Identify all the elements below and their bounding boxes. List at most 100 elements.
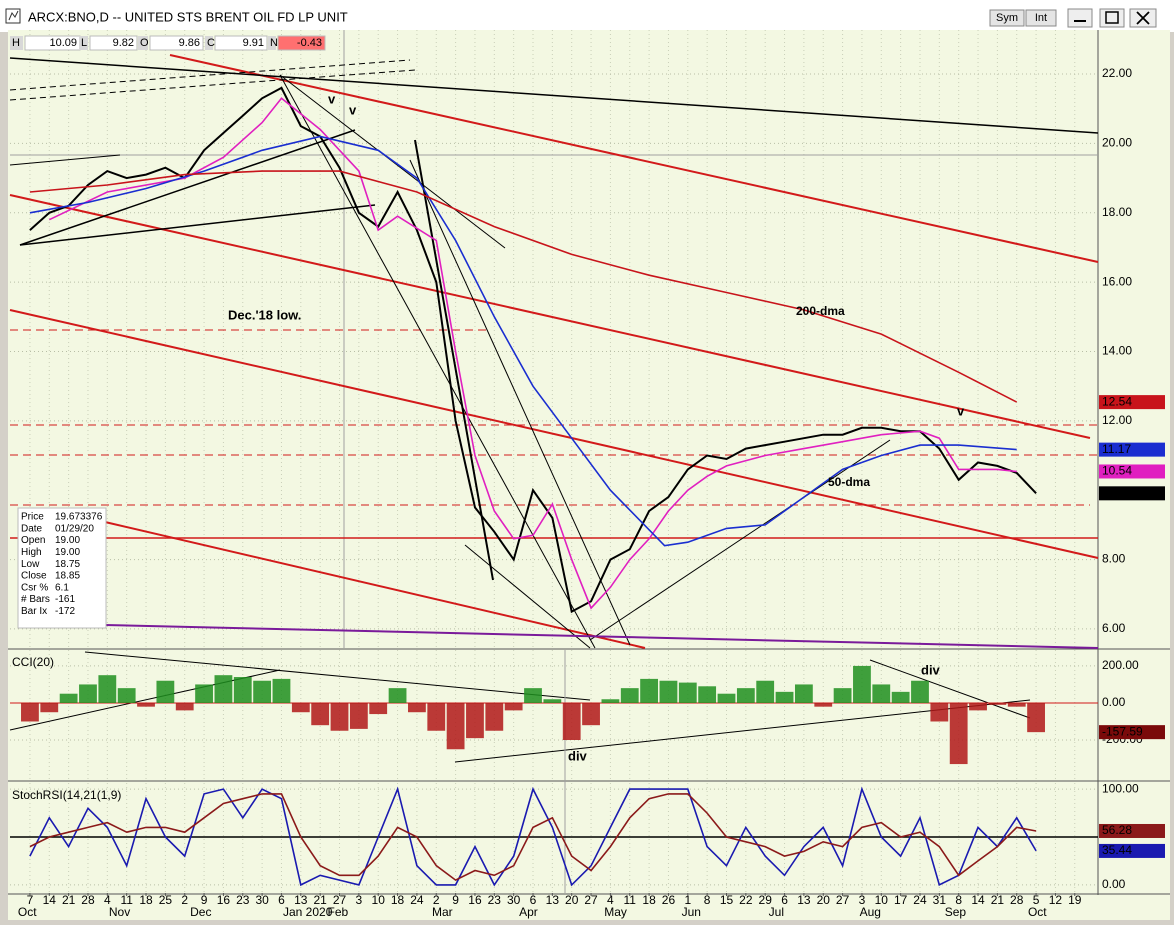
x-tick-label: 23 (236, 893, 250, 907)
trend-line (414, 139, 494, 581)
annotation: div (568, 748, 588, 763)
x-tick-label: 4 (104, 893, 111, 907)
bar (891, 691, 910, 703)
y-tick-label: 16.00 (1102, 274, 1132, 288)
x-tick-label: 20 (565, 893, 579, 907)
maximize-glyph (1105, 11, 1119, 24)
quote-label: L (81, 37, 87, 49)
quote-label-box (79, 36, 88, 50)
last-value-tag (1099, 464, 1165, 479)
trend-line (464, 544, 591, 649)
data-window-value: 6.1 (55, 582, 69, 593)
last-value-tag (1099, 486, 1165, 501)
int-button-label[interactable]: Int (1035, 12, 1047, 24)
x-tick-label: 18 (139, 893, 153, 907)
bar (640, 678, 659, 703)
bar (717, 693, 736, 703)
month-label: Apr (519, 905, 538, 919)
last-value-label: -157.59 (1102, 724, 1143, 738)
quote-label-box (10, 36, 23, 50)
month-label: May (604, 905, 627, 919)
data-window-label: High (21, 547, 42, 558)
x-tick-label: 9 (452, 893, 459, 907)
quote-label: H (12, 37, 20, 49)
series-line (29, 793, 1037, 882)
bar (698, 686, 717, 703)
x-tick-label: 21 (62, 893, 76, 907)
x-tick-label: 17 (894, 893, 908, 907)
annotation: v (349, 102, 357, 117)
bar (408, 702, 426, 713)
int-button[interactable] (1025, 9, 1057, 27)
bar (311, 702, 330, 726)
bar (833, 688, 852, 703)
sym-button-label[interactable]: Sym (996, 12, 1018, 24)
data-window-value: 18.75 (55, 559, 80, 570)
series-line (29, 786, 1037, 887)
bar (814, 702, 833, 707)
trend-line (19, 204, 376, 246)
bar (582, 702, 600, 726)
bar (272, 678, 291, 703)
x-tick-label: 1 (684, 893, 691, 907)
x-tick-label: 13 (294, 893, 308, 907)
trend-line (104, 521, 646, 649)
bar (349, 702, 368, 729)
quote-label-box (138, 36, 148, 50)
x-tick-label: 28 (81, 893, 95, 907)
last-value-label: 10.54 (1102, 464, 1132, 478)
cci-trend-line (84, 651, 591, 701)
y-tick-label: 200.00 (1102, 658, 1139, 672)
series-line (48, 97, 1017, 610)
bar (949, 702, 968, 765)
y-tick-label: 12.00 (1102, 413, 1132, 427)
last-value-tag (1099, 843, 1165, 858)
trend-line (409, 159, 631, 646)
x-tick-label: 11 (120, 893, 133, 907)
last-value-label: 11.17 (1102, 442, 1131, 456)
x-tick-label: 19 (1068, 893, 1082, 907)
label-layer: 7 14 21 28 4 11 18 25 2 9 16 23 30 6 13 21 27 3 10 18 24 2 9 16… (12, 66, 1165, 919)
x-tick-label: 18 (642, 893, 656, 907)
series-line (29, 86, 1037, 614)
bar (40, 702, 59, 713)
bar (659, 680, 678, 703)
bar (775, 691, 794, 703)
quote-value: -0.43 (297, 37, 322, 49)
bar (969, 702, 987, 711)
sym-button[interactable] (989, 9, 1025, 27)
x-tick-label: 14 (43, 893, 57, 907)
data-window-value: 01/29/20 (55, 523, 94, 534)
x-tick-label: 16 (217, 893, 231, 907)
quote-label-box (268, 36, 276, 50)
bar (853, 665, 871, 703)
x-tick-label: 30 (255, 893, 269, 907)
panel-title: StochRSI(14,21(1,9) (12, 788, 121, 802)
series-name: 200-dma (796, 304, 845, 318)
data-window-value: 19.673376 (55, 512, 103, 523)
last-value-tag (1099, 442, 1165, 457)
x-tick-label: 27 (333, 893, 347, 907)
x-tick-label: 15 (720, 893, 734, 907)
bar (253, 680, 272, 703)
data-window-label: Bar Ix (21, 606, 47, 617)
x-tick-label: 22 (739, 893, 753, 907)
bar (504, 702, 523, 711)
bar (466, 702, 484, 739)
last-value-tag (1099, 823, 1165, 838)
quote-value-box (149, 35, 204, 51)
x-tick-label: 8 (704, 893, 711, 907)
last-value-label: 9.91 (1102, 485, 1126, 499)
x-tick-label: 28 (1010, 893, 1024, 907)
data-window-value: -161 (55, 594, 75, 605)
bar (156, 680, 175, 703)
bar (137, 702, 155, 707)
series-line (29, 170, 1018, 403)
quote-label-box (205, 36, 213, 50)
quote-label: O (140, 37, 149, 49)
x-tick-label: 24 (913, 893, 927, 907)
minimize-button[interactable] (1067, 8, 1093, 28)
bar (388, 688, 407, 703)
